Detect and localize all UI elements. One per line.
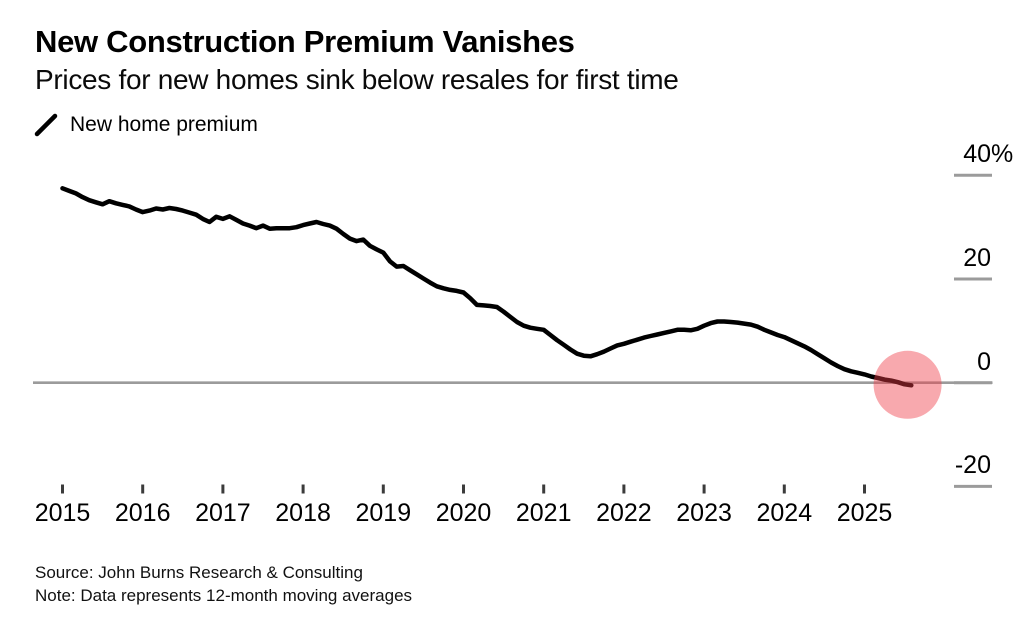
- chart-title: New Construction Premium Vanishes: [35, 24, 575, 59]
- x-axis-label: 2020: [435, 499, 492, 527]
- legend-label: New home premium: [70, 113, 258, 136]
- y-axis-label: 20: [963, 244, 991, 272]
- source-note: Source: John Burns Research & Consulting: [35, 563, 363, 582]
- series-line: [60, 186, 914, 388]
- line-series-marker-icon: [34, 113, 58, 137]
- x-axis-label: 2022: [596, 499, 652, 527]
- x-axis-label: 2017: [195, 499, 251, 527]
- data-note: Note: Data represents 12-month moving av…: [35, 586, 413, 605]
- x-axis-label: 2015: [34, 499, 91, 527]
- endpoint-highlight: [873, 350, 942, 419]
- footnotes: Source: John Burns Research & Consulting…: [35, 561, 412, 607]
- x-axis-label: 2024: [756, 499, 813, 527]
- y-axis-label: 0: [977, 347, 991, 376]
- chart-subtitle: Prices for new homes sink below resales …: [35, 64, 679, 95]
- legend: New home premium: [34, 112, 258, 138]
- y-axis-label: 40%: [963, 140, 1014, 169]
- x-axis-label: 2018: [275, 499, 331, 527]
- x-axis-label: 2019: [355, 499, 412, 527]
- x-axis-label: 2021: [515, 499, 572, 527]
- x-axis-label: 2025: [836, 499, 893, 527]
- x-axis-label: 2016: [114, 499, 171, 527]
- y-axis-label: -20: [954, 451, 991, 480]
- x-axis-label: 2023: [676, 499, 732, 527]
